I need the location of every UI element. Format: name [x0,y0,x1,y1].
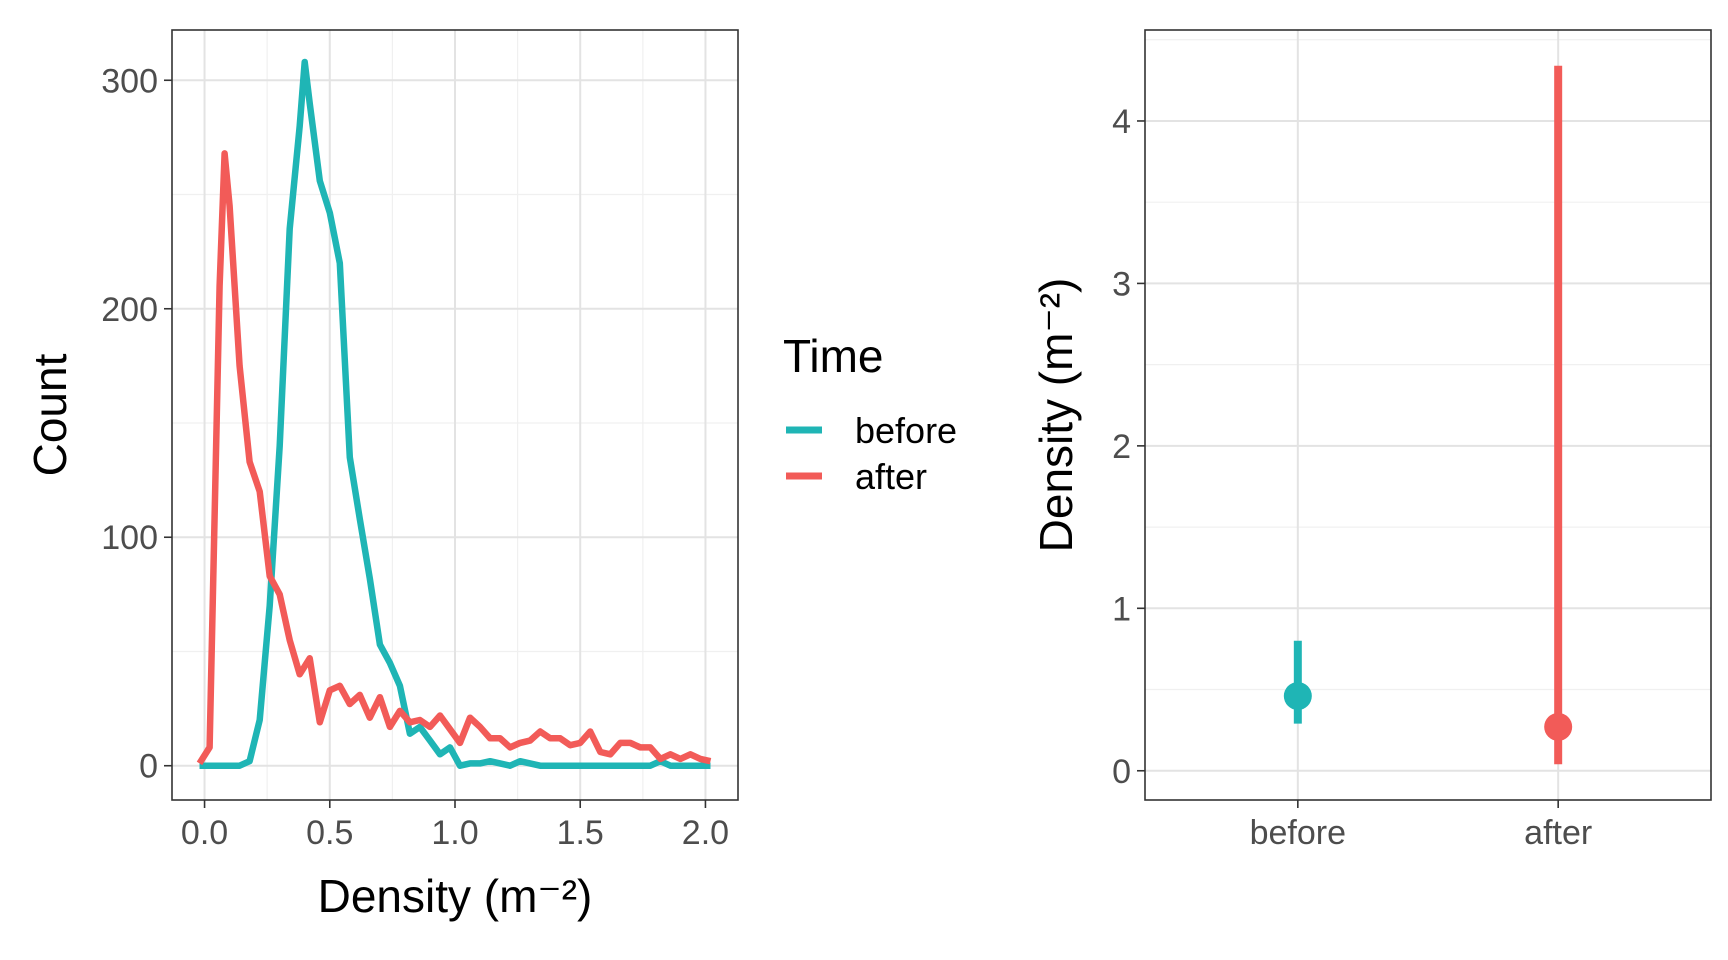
left-y-tick-label: 100 [101,519,158,557]
left-x-tick-label: 1.0 [431,814,478,852]
right-y-tick-label: 3 [1112,265,1131,303]
left-x-tick-label: 2.0 [682,814,729,852]
left-x-axis-title: Density (m⁻²) [318,870,593,922]
left-y-axis-title: Count [24,353,76,476]
series-line-before [199,58,711,769]
left-x-tick-label: 0.5 [306,814,353,852]
right-y-tick-label: 4 [1112,103,1131,141]
left-y-tick-label: 200 [101,291,158,329]
legend-title: Time [783,330,884,382]
point-before [1283,682,1312,711]
right-panel-border [1144,29,1712,801]
right-y-tick-label: 2 [1112,428,1131,466]
left-x-tick-label: 0.0 [181,814,228,852]
legend: Time before after [783,330,957,497]
legend-label-before: before [855,410,957,451]
point-after [1544,712,1573,741]
count-line-chart-panel: 0.0 0.5 1.0 1.5 2.0 0 100 200 300 Density (m⁻²)… [24,29,739,922]
right-x-ticks: before after [1250,800,1592,852]
density-pointrange-panel: before after 0 1 2 3 4 Density (m⁻²) [1030,29,1712,852]
right-y-ticks: 0 1 2 3 4 [1112,103,1145,791]
left-x-ticks: 0.0 0.5 1.0 1.5 2.0 [181,800,729,852]
left-x-tick-label: 1.5 [557,814,604,852]
right-y-tick-label: 0 [1112,753,1131,791]
legend-label-after: after [855,456,927,497]
right-point-ranges [1283,65,1573,765]
right-x-tick-label: before [1250,814,1346,852]
left-gridlines [172,30,738,800]
right-y-tick-label: 1 [1112,590,1131,628]
series-line-after [196,150,712,766]
left-y-tick-label: 300 [101,62,158,100]
right-x-tick-label: after [1524,814,1592,852]
right-y-axis-title: Density (m⁻²) [1030,278,1082,553]
left-y-tick-label: 0 [139,748,158,786]
left-y-ticks: 0 100 200 300 [101,62,172,786]
right-panel-background [1145,30,1711,800]
left-series-lines [196,58,712,769]
